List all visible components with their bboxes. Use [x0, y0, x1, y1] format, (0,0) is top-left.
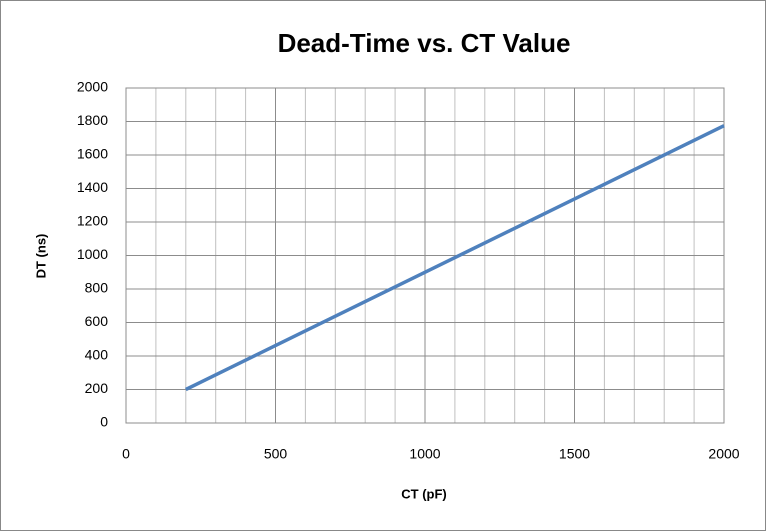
y-axis-label: DT (ns) [33, 234, 48, 279]
plot-border [125, 87, 725, 424]
y-tick-label: 800 [85, 280, 109, 296]
x-tick-label: 1500 [559, 446, 590, 462]
y-tick-label: 0 [100, 414, 108, 430]
x-tick-label: 500 [264, 446, 288, 462]
data-line [185, 124, 725, 392]
y-tick-label: 1800 [77, 112, 108, 128]
y-tick-label: 200 [85, 380, 109, 396]
y-tick-label: 1400 [77, 179, 108, 195]
x-axis-label: CT (pF) [401, 486, 446, 501]
y-tick-label: 400 [85, 347, 109, 363]
x-tick-label: 0 [122, 446, 130, 462]
chart-title: Dead-Time vs. CT Value [278, 28, 571, 58]
y-tick-label: 600 [85, 313, 109, 329]
y-tick-label: 1000 [77, 246, 108, 262]
y-tick-label: 1600 [77, 146, 108, 162]
y-tick-label: 2000 [77, 79, 108, 95]
x-tick-label: 1000 [409, 446, 440, 462]
y-tick-label: 1200 [77, 213, 108, 229]
x-tick-label: 2000 [708, 446, 739, 462]
